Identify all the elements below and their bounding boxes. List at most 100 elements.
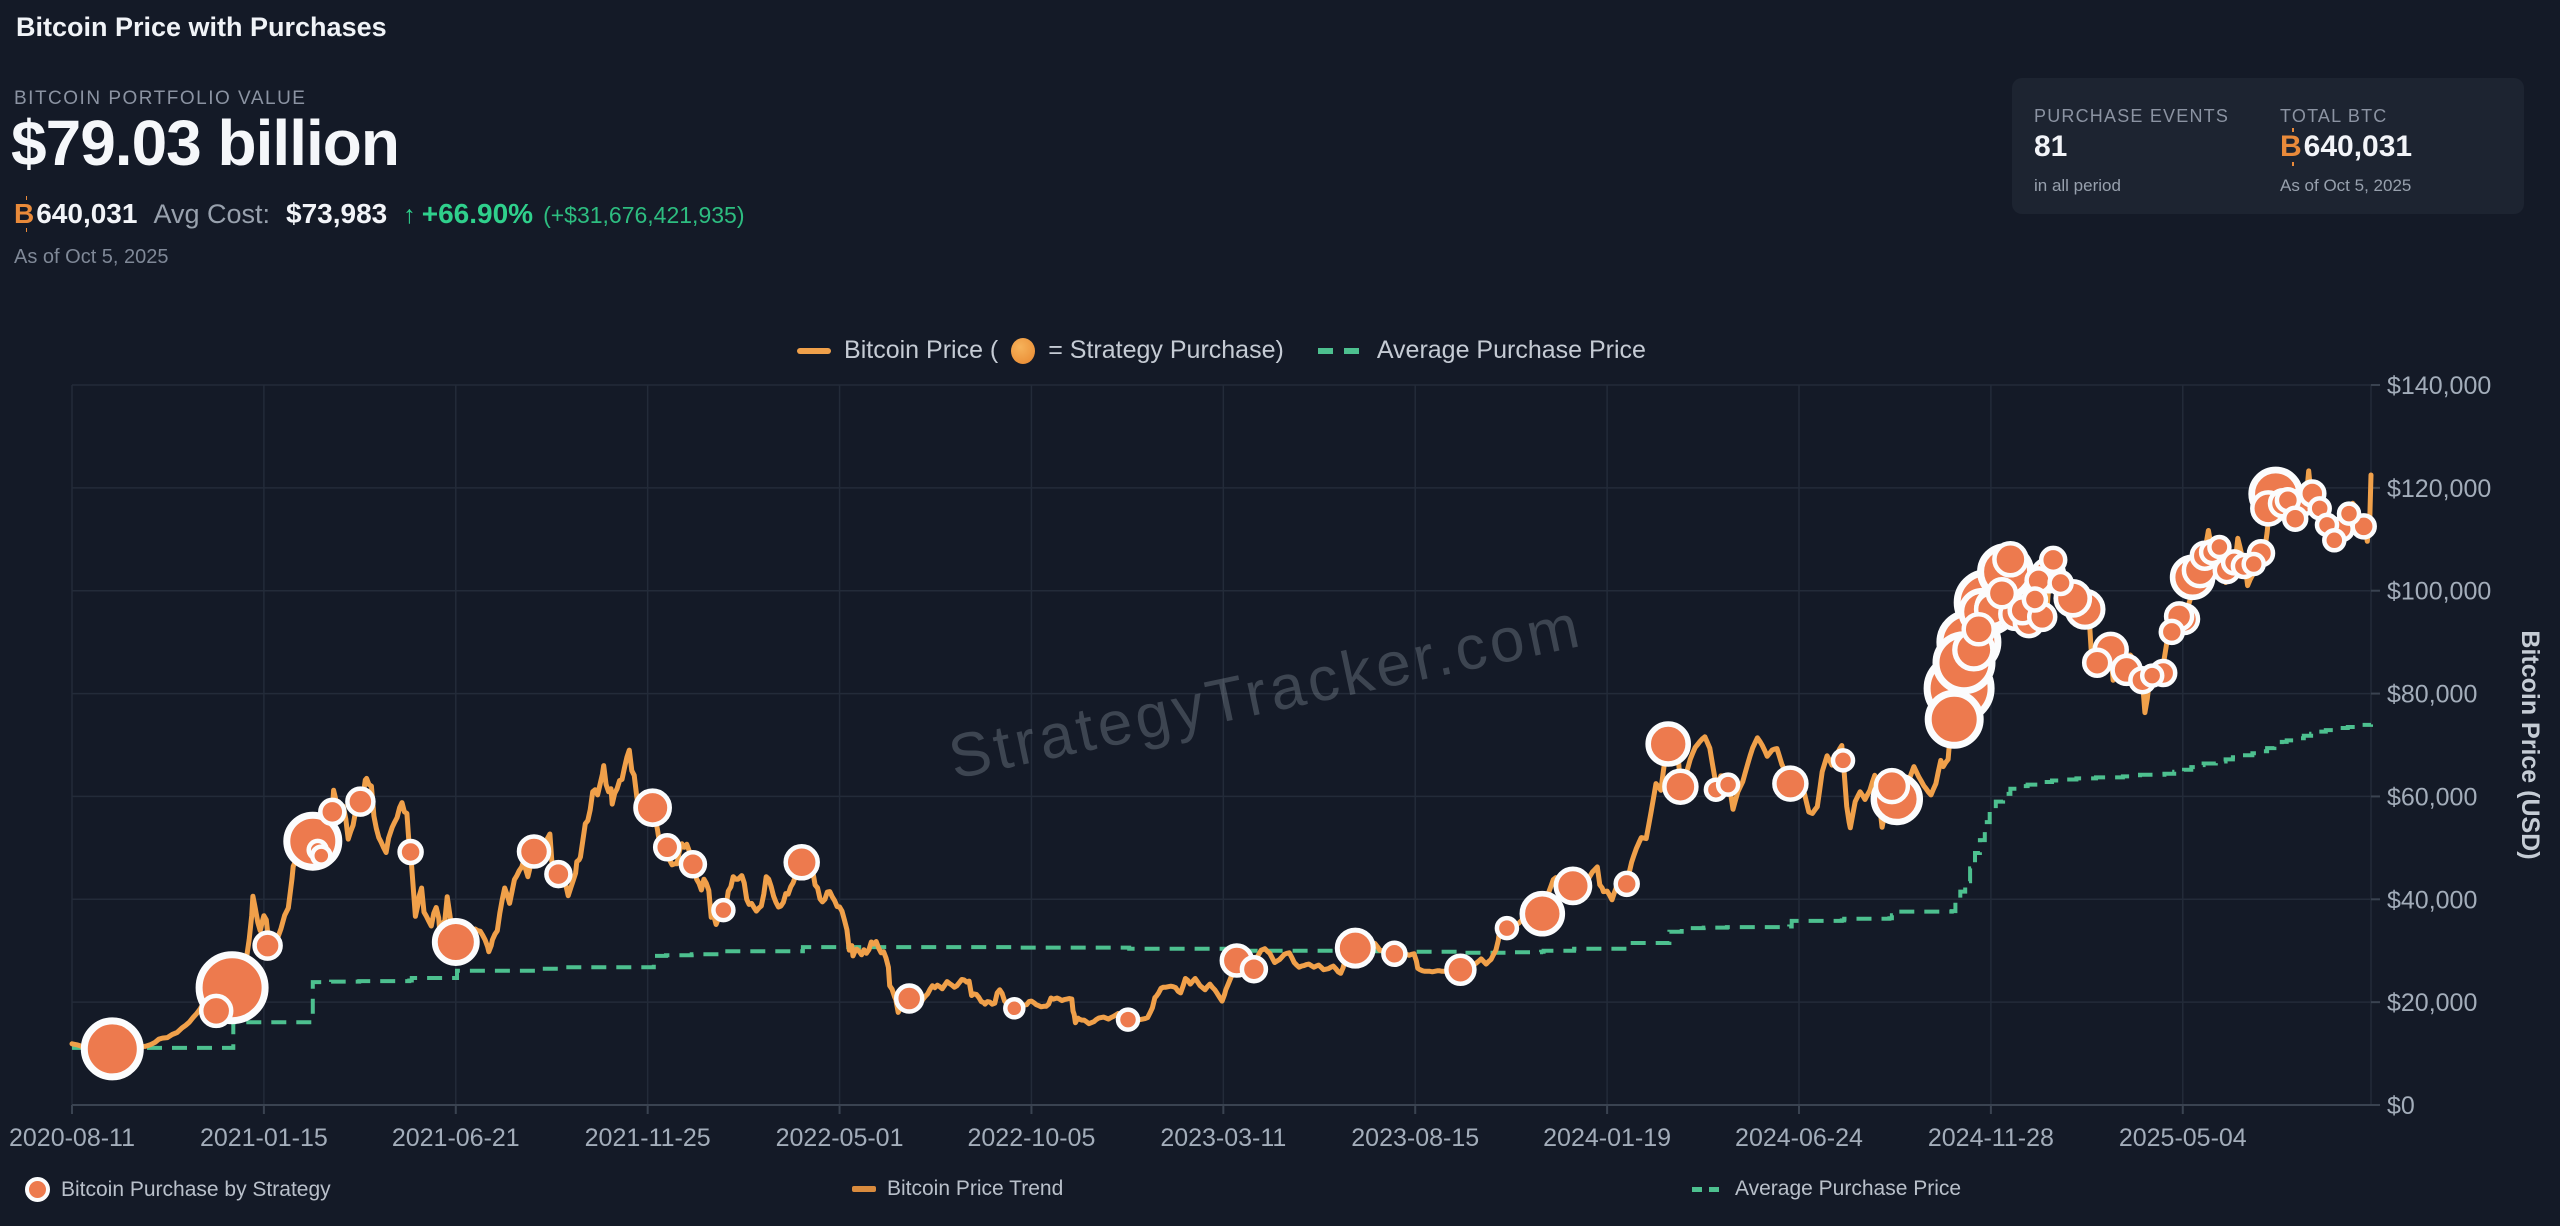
purchase-bubble[interactable] [1519, 890, 1566, 937]
total-btc-sub: As of Oct 5, 2025 [2280, 176, 2412, 195]
purchase-bubble[interactable] [633, 788, 672, 828]
purchase-bubble[interactable] [1961, 612, 1996, 647]
purchase-bubble[interactable] [1662, 768, 1699, 805]
legend-avg-label: Average Purchase Price [1376, 336, 1646, 364]
purchase-bubble[interactable] [1115, 1007, 1141, 1032]
purchase-bubble[interactable] [431, 918, 480, 966]
purchase-bubble[interactable] [2336, 501, 2362, 526]
purchase-bubble[interactable] [544, 859, 573, 889]
x-tick-label: 2021-06-21 [392, 1124, 520, 1152]
x-tick-label: 2022-05-01 [776, 1124, 904, 1152]
y-axis-title: Bitcoin Price (USD) [2516, 630, 2544, 859]
y-tick-label: $100,000 [2387, 578, 2491, 606]
purchase-bubble[interactable] [345, 786, 376, 817]
y-tick-label: $0 [2387, 1092, 2415, 1120]
purchase-bubble[interactable] [2139, 663, 2165, 688]
bottom-legend-purchase: Bitcoin Purchase by Strategy [25, 1177, 331, 1202]
price-line-swatch [797, 347, 832, 354]
portfolio-stats-row: 640,031 Avg Cost: $73,983 ↑+66.90% (+$31… [14, 195, 745, 233]
portfolio-value: $79.03 billion [11, 107, 400, 179]
x-tick-label: 2024-06-24 [1735, 1124, 1863, 1152]
purchase-bubble[interactable] [1715, 772, 1741, 797]
purchase-bubbles [80, 466, 2377, 1081]
avg-line-swatch [1317, 347, 1364, 354]
summary-card: PURCHASE EVENTS 81 in all period TOTAL B… [2012, 78, 2524, 214]
purchase-bubble[interactable] [2038, 545, 2068, 575]
purchase-bubble[interactable] [1985, 577, 2019, 610]
purchase-bubble[interactable] [1830, 748, 1856, 773]
as-of-date: As of Oct 5, 2025 [14, 246, 169, 268]
y-axis-labels: $0 $20,000 $40,000 $60,000 $80,000 $100,000 $1… [2387, 372, 2491, 1120]
x-tick-label: 2025-05-04 [2119, 1124, 2247, 1152]
purchase-bubble[interactable] [516, 834, 552, 869]
purchase-bubble[interactable] [2322, 528, 2347, 553]
chart-axes [71, 384, 2380, 1114]
avg-cost-value: $73,983 [286, 198, 388, 229]
purchase-bubble[interactable] [1645, 721, 1691, 767]
legend-price-suffix: = Strategy Purchase) [1048, 336, 1284, 364]
total-btc-amount: 640,031 [2303, 130, 2413, 163]
purchase-bubble[interactable] [783, 844, 820, 881]
bottom-legend-purchase-label: Bitcoin Purchase by Strategy [61, 1177, 331, 1201]
bottom-legend-price-label: Bitcoin Price Trend [887, 1177, 1064, 1200]
bottom-legend-price: Bitcoin Price Trend [852, 1177, 1063, 1201]
purchase-bubble[interactable] [318, 797, 347, 827]
total-btc-label: TOTAL BTC [2280, 106, 2388, 126]
x-tick-label: 2024-01-19 [1543, 1124, 1671, 1152]
x-tick-label: 2024-11-28 [1928, 1124, 2054, 1152]
purchase-bubble[interactable] [198, 993, 234, 1029]
purchase-bubble[interactable] [1873, 767, 1911, 805]
purchase-bubble[interactable] [1924, 689, 1984, 749]
purchase-bubble[interactable] [2021, 586, 2049, 613]
price-trend-swatch [852, 1186, 876, 1192]
legend-price-prefix: Bitcoin Price ( [844, 336, 999, 364]
watermark: StrategyTracker.com [943, 591, 1589, 793]
purchase-bubble-icon [25, 1177, 50, 1202]
purchase-bubble[interactable] [893, 983, 925, 1014]
gain-absolute: (+$31,676,421,935) [543, 202, 745, 228]
up-arrow-icon: ↑ [403, 201, 416, 229]
purchase-bubble[interactable] [2158, 618, 2186, 646]
portfolio-section-label: BITCOIN PORTFOLIO VALUE [14, 88, 307, 109]
x-tick-label: 2023-03-11 [1160, 1124, 1286, 1152]
purchase-bubble[interactable] [2047, 569, 2074, 597]
purchase-bubble[interactable] [252, 930, 283, 961]
bottom-legend-avg: Average Purchase Price [1692, 1177, 1961, 1201]
purchase-bubble[interactable] [2081, 647, 2113, 678]
purchase-bubble[interactable] [1992, 541, 2029, 578]
purchase-bubble[interactable] [310, 844, 333, 867]
btc-icon [14, 195, 34, 233]
x-tick-label: 2021-11-25 [585, 1124, 711, 1152]
purchase-bubble[interactable] [1381, 940, 1408, 968]
purchase-bubble[interactable] [1239, 954, 1269, 984]
purchase-bubble[interactable] [1494, 915, 1520, 941]
purchase-bubble[interactable] [1772, 765, 1809, 802]
page-title: Bitcoin Price with Purchases [16, 12, 387, 42]
avg-price-swatch [1692, 1186, 1724, 1192]
btc-amount: 640,031 [36, 198, 138, 229]
purchase-bubble[interactable] [2241, 551, 2266, 577]
btc-holdings: 640,031 [14, 195, 138, 233]
purchase-bubble[interactable] [1444, 953, 1477, 986]
purchase-bubble[interactable] [397, 838, 424, 866]
purchase-bubble[interactable] [2207, 534, 2232, 560]
purchase-bubble[interactable] [678, 850, 708, 879]
purchase-bubble[interactable] [1613, 870, 1640, 898]
avg-cost-label: Avg Cost: [153, 199, 271, 229]
purchase-bubble[interactable] [1553, 866, 1593, 906]
purchase-coin-icon [1011, 337, 1036, 364]
purchase-bubble[interactable] [2281, 505, 2309, 532]
y-tick-label: $40,000 [2387, 886, 2477, 914]
x-tick-label: 2021-01-15 [200, 1124, 328, 1152]
chart-legend: Bitcoin Price ( = Strategy Purchase) Ave… [72, 336, 2371, 365]
purchase-bubble[interactable] [80, 1017, 144, 1081]
y-tick-label: $140,000 [2387, 372, 2491, 400]
x-tick-label: 2022-10-05 [967, 1124, 1095, 1152]
purchase-bubble[interactable] [652, 833, 682, 862]
gain-percent-value: +66.90% [421, 198, 534, 229]
purchase-bubble[interactable] [1334, 927, 1376, 969]
purchase-bubble[interactable] [711, 897, 736, 923]
y-tick-label: $20,000 [2387, 989, 2477, 1017]
purchase-bubble[interactable] [1003, 997, 1026, 1020]
